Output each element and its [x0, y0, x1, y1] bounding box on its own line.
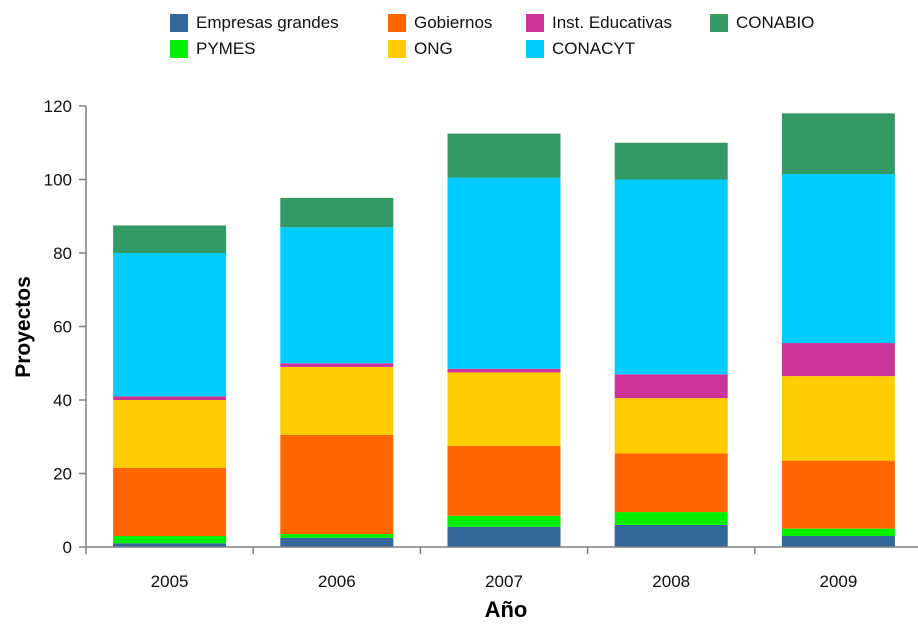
bar-segment-ong-2009 [781, 376, 895, 461]
legend-item-inst-educativas: Inst. Educativas [526, 13, 672, 33]
bar-segment-conacyt-2009 [781, 173, 895, 344]
y-tick-label: 40 [53, 391, 72, 410]
x-axis-ticks: 2005 2006 2007 2008 2009 [85, 547, 857, 591]
y-tick-label: 120 [44, 97, 72, 116]
bar-segment-empresas-grandes-2008 [614, 524, 728, 547]
bar-segment-gobiernos-2005 [113, 467, 227, 536]
bar-segment-conabio-2008 [614, 142, 728, 180]
legend-label: Empresas grandes [196, 13, 339, 32]
bar-segment-conabio-2005 [113, 225, 227, 253]
legend-label: CONABIO [736, 13, 815, 32]
bar-segment-empresas-grandes-2007 [447, 526, 561, 547]
bar-segment-conacyt-2006 [280, 227, 394, 364]
bars [113, 113, 895, 547]
bar-segment-conabio-2006 [280, 197, 394, 228]
bar-segment-ong-2007 [447, 372, 561, 446]
y-tick-label: 80 [53, 244, 72, 263]
legend-swatch [710, 14, 728, 32]
legend-swatch [388, 40, 406, 58]
bar-segment-pymes-2007 [447, 515, 561, 527]
bar-segment-inst-educativas-2006 [280, 363, 394, 367]
legend-label: CONACYT [552, 39, 636, 58]
legend-label: Inst. Educativas [552, 13, 673, 32]
x-tick-label: 2009 [819, 572, 857, 591]
x-tick-label: 2008 [652, 572, 690, 591]
y-axis-title: Proyectos [12, 276, 35, 378]
legend-swatch [526, 40, 544, 58]
bar-segment-empresas-grandes-2006 [280, 537, 394, 547]
y-tick-label: 60 [53, 318, 72, 337]
bar-segment-conacyt-2007 [447, 177, 561, 369]
legend-label: ONG [414, 39, 453, 58]
bar-segment-pymes-2006 [280, 534, 394, 538]
bar-segment-conacyt-2005 [113, 253, 227, 397]
legend-item-ong: ONG [388, 39, 453, 59]
legend: Empresas grandes Gobiernos Inst. Educati… [170, 10, 870, 62]
bar-segment-empresas-grandes-2005 [113, 543, 227, 547]
legend-swatch [170, 14, 188, 32]
legend-item-empresas-grandes: Empresas grandes [170, 13, 339, 33]
x-axis-title: Año [485, 597, 528, 622]
y-tick-label: 100 [44, 171, 72, 190]
x-tick-label: 2006 [318, 572, 356, 591]
legend-label: Gobiernos [414, 13, 493, 32]
bar-segment-ong-2005 [113, 400, 227, 468]
bar-segment-gobiernos-2007 [447, 445, 561, 516]
bar-segment-conabio-2009 [781, 113, 895, 174]
legend-swatch [388, 14, 406, 32]
legend-swatch [526, 14, 544, 32]
bar-segment-ong-2008 [614, 398, 728, 454]
legend-label: PYMES [196, 39, 256, 58]
bar-segment-ong-2006 [280, 366, 394, 435]
bar-segment-gobiernos-2009 [781, 460, 895, 529]
y-axis-ticks: 0 20 40 60 80 100 120 [44, 97, 86, 557]
x-tick-label: 2005 [151, 572, 189, 591]
legend-swatch [170, 40, 188, 58]
legend-item-conacyt: CONACYT [526, 39, 635, 59]
bar-segment-conabio-2007 [447, 133, 561, 178]
bar-segment-gobiernos-2006 [280, 434, 394, 535]
bar-segment-pymes-2005 [113, 535, 227, 544]
x-tick-label: 2007 [485, 572, 523, 591]
bar-segment-inst-educativas-2005 [113, 396, 227, 400]
legend-item-conabio: CONABIO [710, 13, 814, 33]
bar-segment-pymes-2009 [781, 528, 895, 536]
y-tick-label: 0 [63, 538, 72, 557]
bar-segment-inst-educativas-2007 [447, 368, 561, 373]
bar-segment-empresas-grandes-2009 [781, 535, 895, 547]
bar-segment-conacyt-2008 [614, 179, 728, 375]
legend-item-gobiernos: Gobiernos [388, 13, 492, 33]
bar-segment-inst-educativas-2008 [614, 374, 728, 399]
legend-item-pymes: PYMES [170, 39, 256, 59]
bar-segment-inst-educativas-2009 [781, 343, 895, 377]
y-tick-label: 20 [53, 465, 72, 484]
bar-segment-gobiernos-2008 [614, 453, 728, 513]
bar-segment-pymes-2008 [614, 512, 728, 525]
